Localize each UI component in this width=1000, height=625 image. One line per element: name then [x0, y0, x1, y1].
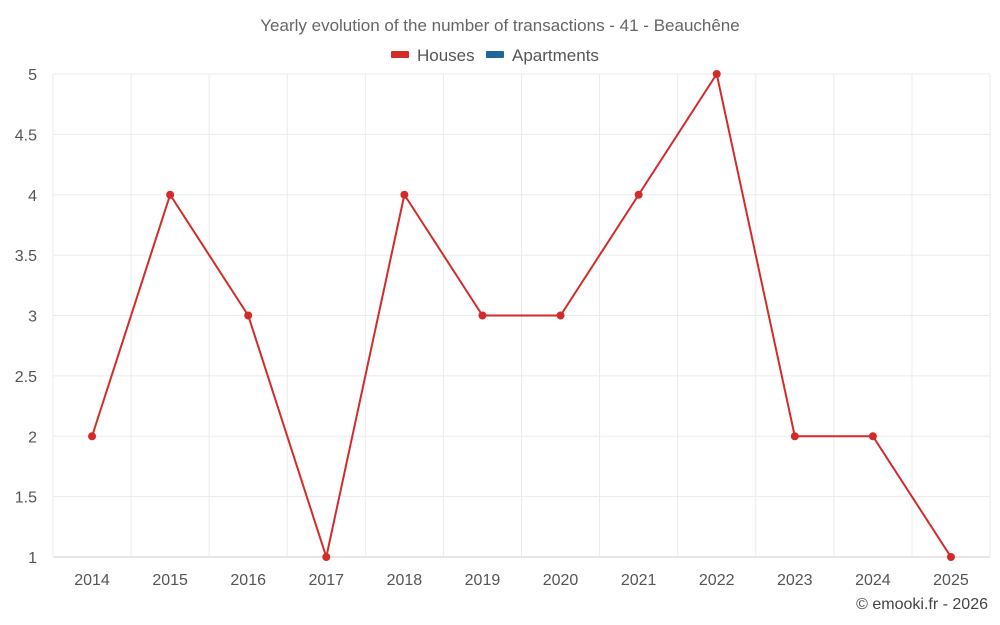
series-line-houses: [91, 73, 952, 558]
x-tick-label: 2016: [230, 572, 266, 589]
x-tick-label: 2015: [152, 572, 188, 589]
credit-text: © emooki.fr - 2026: [856, 596, 988, 613]
data-point-houses[interactable]: [712, 70, 721, 78]
chart-title: Yearly evolution of the number of transa…: [260, 16, 739, 35]
y-axis-ticks: 1 1.5 2 2.5 3 3.5 4 4.5 5: [15, 67, 37, 567]
y-tick-label: 2: [28, 429, 37, 446]
data-point-houses[interactable]: [790, 432, 799, 441]
data-point-houses[interactable]: [400, 190, 409, 199]
x-tick-label: 2018: [387, 572, 423, 589]
legend-item-houses[interactable]: Houses: [391, 46, 475, 65]
x-tick-label: 2024: [855, 572, 891, 589]
x-tick-label: 2017: [308, 572, 344, 589]
x-tick-label: 2022: [699, 572, 735, 589]
data-point-houses[interactable]: [868, 432, 877, 441]
data-point-houses[interactable]: [478, 311, 487, 320]
y-tick-label: 2.5: [15, 369, 37, 386]
x-tick-label: 2021: [621, 572, 657, 589]
legend: Houses Apartments: [391, 46, 599, 65]
legend-item-apartments[interactable]: Apartments: [486, 46, 599, 65]
y-tick-label: 4.5: [15, 127, 37, 144]
data-point-houses[interactable]: [634, 190, 643, 199]
y-tick-label: 4: [28, 188, 37, 205]
data-point-houses[interactable]: [556, 311, 565, 320]
x-tick-label: 2014: [74, 572, 110, 589]
legend-swatch-houses: [391, 51, 409, 58]
y-tick-label: 1.5: [15, 490, 37, 507]
legend-swatch-apartments: [486, 51, 504, 58]
data-point-houses[interactable]: [88, 432, 97, 441]
data-point-houses[interactable]: [166, 190, 175, 199]
series-group: [88, 70, 955, 561]
y-tick-label: 3: [28, 309, 37, 326]
y-tick-label: 5: [28, 67, 37, 84]
x-axis-ticks: 2014 2015 2016 2017 2018 2019 2020 2021 2022 2023…: [74, 572, 969, 589]
x-tick-label: 2019: [465, 572, 501, 589]
data-point-houses[interactable]: [244, 311, 253, 320]
data-point-houses[interactable]: [322, 553, 331, 561]
legend-label-apartments: Apartments: [512, 46, 599, 65]
x-tick-label: 2023: [777, 572, 813, 589]
x-tick-label: 2020: [543, 572, 579, 589]
y-tick-label: 3.5: [15, 248, 37, 265]
y-tick-label: 1: [28, 550, 37, 567]
x-tick-label: 2025: [933, 572, 969, 589]
legend-label-houses: Houses: [417, 46, 475, 65]
data-point-houses[interactable]: [946, 553, 955, 561]
